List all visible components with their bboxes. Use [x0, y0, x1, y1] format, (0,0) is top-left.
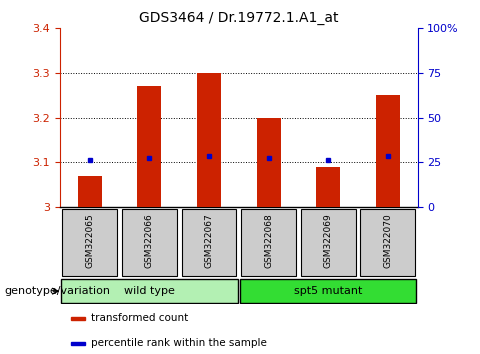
- Text: transformed count: transformed count: [91, 313, 188, 323]
- Text: GSM322069: GSM322069: [324, 214, 333, 268]
- Bar: [257, 118, 280, 207]
- FancyBboxPatch shape: [122, 209, 177, 276]
- Text: percentile rank within the sample: percentile rank within the sample: [91, 338, 266, 348]
- FancyBboxPatch shape: [181, 209, 237, 276]
- Bar: [376, 95, 400, 207]
- Text: GSM322066: GSM322066: [145, 214, 154, 268]
- Text: genotype/variation: genotype/variation: [5, 286, 111, 296]
- Text: GSM322068: GSM322068: [264, 214, 273, 268]
- FancyBboxPatch shape: [360, 209, 415, 276]
- FancyBboxPatch shape: [241, 209, 296, 276]
- Bar: [137, 86, 161, 207]
- Bar: [197, 73, 221, 207]
- FancyBboxPatch shape: [62, 209, 117, 276]
- FancyBboxPatch shape: [301, 209, 356, 276]
- Bar: [316, 167, 340, 207]
- Bar: [72, 317, 85, 320]
- Bar: [72, 342, 85, 344]
- FancyBboxPatch shape: [61, 279, 238, 303]
- Text: GSM322070: GSM322070: [384, 214, 392, 268]
- Title: GDS3464 / Dr.19772.1.A1_at: GDS3464 / Dr.19772.1.A1_at: [139, 11, 338, 24]
- FancyBboxPatch shape: [240, 279, 417, 303]
- Bar: [78, 176, 102, 207]
- Text: GSM322067: GSM322067: [204, 214, 214, 268]
- Text: spt5 mutant: spt5 mutant: [294, 286, 362, 296]
- Text: GSM322065: GSM322065: [85, 214, 94, 268]
- Text: wild type: wild type: [124, 286, 175, 296]
